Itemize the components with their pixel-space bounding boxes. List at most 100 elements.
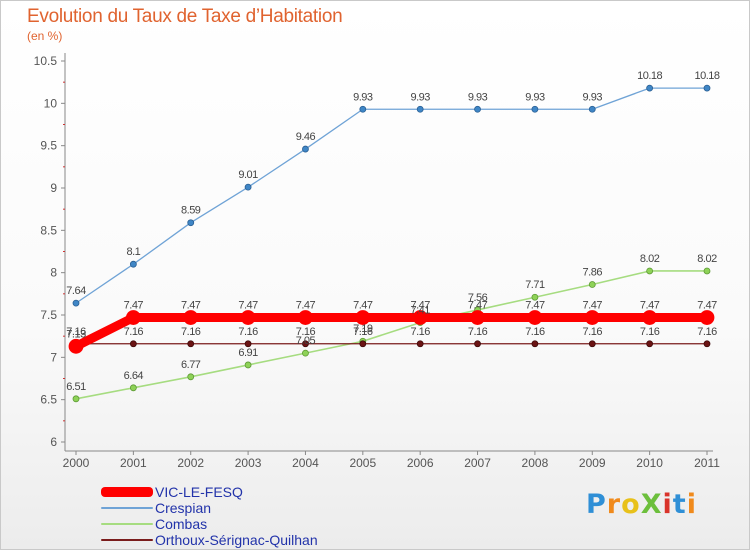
orthoux-serignac-quilhan-data-label: 7.16 [468,326,488,338]
orthoux-serignac-quilhan-point [416,340,424,348]
combas-data-label: 7.19 [353,323,373,335]
y-tick-label: 10.5 [34,54,58,68]
orthoux-serignac-quilhan-data-label: 7.16 [181,326,201,338]
crespian-point [531,105,539,113]
y-tick-label: 8.5 [40,223,57,237]
vic-le-fesq-point [470,310,485,325]
vic-le-fesq-data-label: 7.47 [583,300,603,312]
vic-le-fesq-point [412,310,428,325]
logo-letter: i [662,489,673,520]
orthoux-serignac-quilhan-data-label: 7.16 [697,326,717,338]
orthoux-serignac-quilhan-point [302,340,309,348]
orthoux-serignac-quilhan-point [244,340,252,348]
combas-data-label: 7.56 [468,292,488,304]
crespian-point [416,105,424,113]
y-tick-label: 8 [50,266,57,280]
x-tick-label: 2000 [63,456,90,470]
combas-point [588,281,596,288]
y-tick-label: 6.5 [40,393,57,407]
chart-title: Evolution du Taux de Taxe d’Habitation [27,6,343,27]
combas-point [531,293,539,301]
orthoux-serignac-quilhan-data-label: 7.16 [296,326,316,338]
vic-le-fesq-point [355,310,371,325]
orthoux-serignac-quilhan-point [703,340,711,348]
crespian-point [72,299,80,307]
combas-data-label: 8.02 [640,253,660,265]
vic-le-fesq-data-label: 7.47 [468,300,488,312]
combas-data-label: 7.71 [525,279,545,291]
x-tick-label: 2010 [636,456,663,470]
vic-le-fesq-point [642,310,658,325]
combas-data-label: 6.77 [181,359,201,371]
legend-label: Orthoux-Sérignac-Quilhan [155,532,318,548]
chart-legend: VIC-LE-FESQ Crespian Combas Orthoux-Sérigna… [101,484,318,548]
crespian-point [359,105,367,113]
vic-le-fesq-data-label: 7.47 [181,300,201,312]
orthoux-serignac-quilhan-point [359,340,367,348]
proxiti-logo: ProXiti [586,489,697,520]
combas-data-label: 6.91 [238,347,258,359]
orthoux-serignac-quilhan-data-label: 7.16 [583,326,603,338]
legend-label: Combas [155,516,208,532]
combas-data-label: 6.51 [66,381,86,393]
orthoux-serignac-quilhan-data-label: 7.16 [353,326,373,338]
x-tick-label: 2009 [579,456,606,470]
logo-letter: o [621,489,641,520]
orthoux-serignac-quilhan-point [187,340,195,348]
y-axis-unit-label: (en %) [27,29,63,43]
orthoux-serignac-quilhan-point [588,340,596,348]
combas-data-label: 7.86 [583,267,603,279]
crespian-data-label: 9.93 [410,91,430,103]
logo-letter: r [606,489,622,520]
data-labels-layer: 7.13 7.47 7.47 7.47 7.47 7.47 7.47 7.47 7.47 7.47… [66,70,720,393]
legend-swatch [101,507,153,509]
x-tick-label: 2006 [407,456,434,470]
crespian-line [75,87,708,304]
crespian-point [244,183,252,191]
crespian-data-label: 9.93 [468,91,488,103]
crespian-point [129,260,137,268]
crespian-data-label: 9.93 [583,91,603,103]
combas-point [72,395,80,403]
orthoux-serignac-quilhan-point [474,340,481,348]
crespian-data-label: 7.64 [66,285,86,297]
orthoux-serignac-quilhan-data-label: 7.16 [525,326,545,338]
vic-le-fesq-data-label: 7.47 [124,300,144,312]
combas-data-label: 7.41 [410,305,430,317]
crespian-data-label: 9.01 [238,169,258,181]
vic-le-fesq-data-label: 7.47 [697,300,717,312]
orthoux-serignac-quilhan-data-label: 7.16 [238,326,258,338]
logo-letter: P [586,489,607,520]
legend-swatch [101,523,153,525]
combas-point [703,267,711,275]
x-tick-label: 2003 [235,456,262,470]
orthoux-serignac-quilhan-data-label: 7.16 [410,326,430,338]
orthoux-serignac-quilhan-data-label: 7.16 [124,326,144,338]
vic-le-fesq-data-label: 7.47 [640,300,660,312]
legend-swatch [101,487,153,497]
crespian-data-label: 10.18 [694,70,719,82]
crespian-point [703,84,711,92]
x-tick-label: 2004 [292,456,319,470]
combas-data-label: 6.64 [124,370,144,382]
orthoux-serignac-quilhan-point [531,340,539,348]
y-tick-label: 9.5 [40,139,57,153]
orthoux-serignac-quilhan-point [129,340,137,348]
y-tick-label: 10 [44,96,58,110]
vic-le-fesq-point [125,310,141,325]
combas-data-label: 8.02 [697,253,717,265]
vic-le-fesq-line [71,313,712,351]
y-tick-label: 7.5 [40,308,57,322]
vic-le-fesq-data-label: 7.47 [410,300,430,312]
combas-point [302,349,309,357]
legend-item-combas: Combas [101,516,318,532]
crespian-data-label: 10.18 [637,70,662,82]
y-tick-label: 7 [50,350,57,364]
y-tick-label: 6 [50,435,57,449]
orthoux-serignac-quilhan-point [646,340,654,348]
vic-le-fesq-point [527,310,543,325]
vic-le-fesq-data-label: 7.47 [296,300,316,312]
legend-label: Crespian [155,500,212,516]
